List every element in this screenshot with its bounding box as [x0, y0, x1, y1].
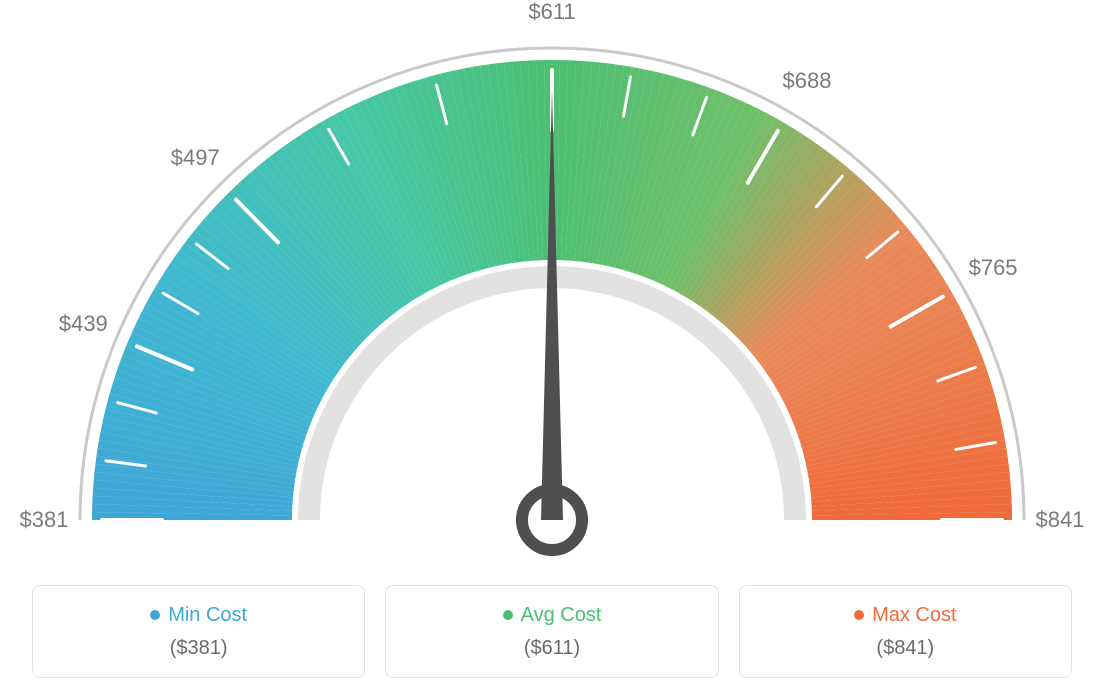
- tick-label: $841: [1036, 507, 1085, 533]
- legend-title-avg: Avg Cost: [503, 604, 602, 627]
- dot-icon: [503, 610, 513, 620]
- tick-label: $611: [528, 0, 575, 25]
- tick-label: $688: [783, 68, 832, 94]
- tick-label: $765: [969, 255, 1018, 281]
- dot-icon: [150, 610, 160, 620]
- dot-icon: [854, 610, 864, 620]
- legend-card-avg: Avg Cost ($611): [385, 585, 718, 678]
- legend-row: Min Cost ($381) Avg Cost ($611) Max Cost…: [0, 585, 1104, 690]
- legend-label: Max Cost: [872, 604, 956, 627]
- legend-value-max: ($841): [876, 637, 934, 660]
- legend-value-avg: ($611): [524, 637, 580, 660]
- legend-card-max: Max Cost ($841): [739, 585, 1072, 678]
- legend-value-min: ($381): [170, 637, 228, 660]
- legend-title-min: Min Cost: [150, 604, 247, 627]
- legend-title-max: Max Cost: [854, 604, 956, 627]
- cost-gauge-chart: $381 $439 $497 $611 $688 $765 $841 Min Cost ($…: [0, 0, 1104, 690]
- legend-label: Avg Cost: [521, 604, 602, 627]
- gauge-area: $381 $439 $497 $611 $688 $765 $841: [0, 0, 1104, 570]
- legend-card-min: Min Cost ($381): [32, 585, 365, 678]
- tick-label: $439: [59, 311, 108, 337]
- gauge-svg: [0, 0, 1104, 570]
- tick-label: $497: [171, 145, 220, 171]
- tick-label: $381: [20, 507, 69, 533]
- legend-label: Min Cost: [168, 604, 247, 627]
